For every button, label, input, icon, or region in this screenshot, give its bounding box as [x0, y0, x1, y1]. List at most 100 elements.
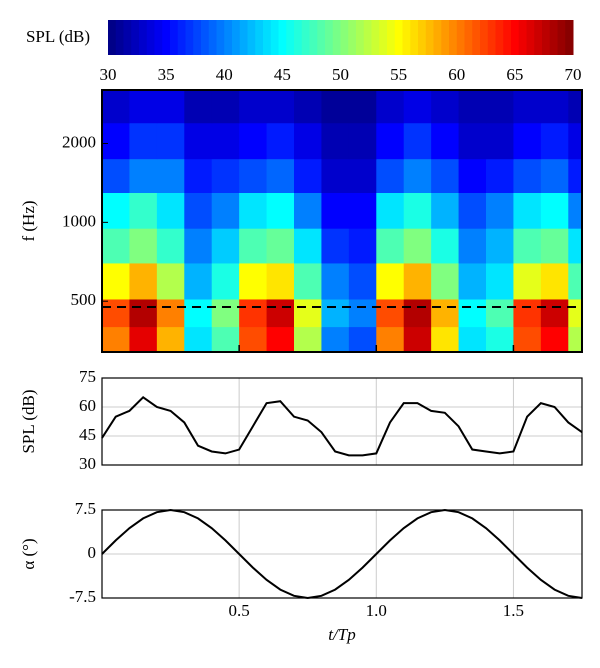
heatmap-cell [431, 326, 460, 352]
heatmap-cell [156, 192, 185, 229]
heatmap-cell [540, 298, 569, 328]
colorbar-swatch [518, 20, 527, 55]
colorbar-swatch [441, 20, 450, 55]
plot-frame [101, 509, 583, 599]
y-tick-label: 30 [79, 454, 96, 473]
colorbar-swatch [332, 20, 341, 55]
heatmap-cell [294, 90, 322, 124]
heatmap-cell [376, 298, 405, 328]
heatmap-cell [568, 298, 582, 328]
heatmap-cell [239, 228, 268, 264]
colorbar-tick-label: 50 [332, 65, 349, 84]
colorbar-swatch [325, 20, 334, 55]
colorbar-swatch [456, 20, 465, 55]
colorbar-tick-label: 35 [158, 65, 175, 84]
heatmap-cell [321, 192, 350, 229]
colorbar-swatch [255, 20, 264, 55]
heatmap-cell [102, 122, 130, 160]
heatmap-cell [266, 262, 295, 300]
colorbar-swatch [348, 20, 357, 55]
heatmap-cell [348, 298, 377, 328]
colorbar-swatch [263, 20, 272, 55]
heatmap-cell [239, 298, 268, 328]
colorbar-swatch [162, 20, 171, 55]
heatmap-cell [266, 90, 295, 124]
colorbar-swatch [549, 20, 558, 55]
heatmap-cell [403, 192, 432, 229]
heatmap-cell [540, 228, 569, 264]
heatmap-cell [239, 158, 268, 193]
heatmap-cell [403, 298, 432, 328]
colorbar-swatch [224, 20, 233, 55]
heatmap-cell [294, 122, 322, 160]
heatmap-cell [129, 262, 158, 300]
heatmap-cell [211, 192, 240, 229]
colorbar-swatch [425, 20, 434, 55]
colorbar-swatch [495, 20, 504, 55]
colorbar-swatch [154, 20, 163, 55]
heatmap-cell [376, 228, 405, 264]
heatmap-cell [239, 326, 268, 352]
heatmap-cell [458, 122, 487, 160]
data-line [101, 508, 583, 600]
heatmap-cell [486, 262, 514, 300]
heatmap-cell [239, 262, 268, 300]
heatmap-cell [211, 298, 240, 328]
heatmap-cell [431, 192, 460, 229]
colorbar-swatch [247, 20, 256, 55]
heatmap-cell [129, 228, 158, 264]
heatmap-cell [321, 158, 350, 193]
heatmap-cell [129, 326, 158, 352]
y-tick-label: 7.5 [75, 499, 96, 518]
heatmap-cell [156, 90, 185, 124]
colorbar-swatch [371, 20, 380, 55]
heatmap-cell [102, 192, 130, 229]
colorbar-tick-label: 30 [100, 65, 117, 84]
heatmap-cell [184, 192, 213, 229]
heatmap-cell [129, 158, 158, 193]
heatmap-cell [294, 158, 322, 193]
colorbar-swatch [402, 20, 411, 55]
heatmap-cell [321, 298, 350, 328]
heatmap-cell [568, 158, 582, 193]
heatmap-cell [540, 326, 569, 352]
heatmap-cell [513, 192, 542, 229]
heatmap-cell [321, 326, 350, 352]
heatmap-cell [431, 298, 460, 328]
heatmap-cell [458, 192, 487, 229]
heatmap-cell [376, 122, 405, 160]
heatmap-cells [102, 90, 582, 352]
colorbar-swatch [379, 20, 388, 55]
heatmap-cell [376, 90, 405, 124]
heatmap-cell [294, 298, 322, 328]
colorbar-swatch [565, 20, 574, 55]
colorbar-swatch [208, 20, 217, 55]
y-tick-label: 0 [88, 543, 97, 562]
heatmap-cell [540, 158, 569, 193]
heatmap-cell [403, 158, 432, 193]
heatmap-cell [403, 228, 432, 264]
heatmap-cell [156, 298, 185, 328]
heatmap-cell [348, 262, 377, 300]
colorbar-swatch [286, 20, 295, 55]
heatmap-cell [540, 262, 569, 300]
heatmap-cell [431, 228, 460, 264]
heatmap-cell [102, 326, 130, 352]
heatmap-cell [102, 90, 130, 124]
heatmap-cell [486, 298, 514, 328]
heatmap-cell [431, 90, 460, 124]
y-axis-label: α (°) [19, 538, 38, 569]
colorbar-tick-label: 45 [274, 65, 291, 84]
colorbar-swatch [387, 20, 396, 55]
heatmap-cell [403, 326, 432, 352]
heatmap-cell [321, 228, 350, 264]
heatmap-cell [348, 228, 377, 264]
heatmap-cell [129, 122, 158, 160]
y-axis-label: SPL (dB) [19, 389, 38, 453]
y-tick-label: 45 [79, 425, 96, 444]
data-line [101, 396, 583, 457]
heatmap-cell [184, 326, 213, 352]
colorbar-swatch [232, 20, 241, 55]
heatmap-cell [266, 228, 295, 264]
colorbar-swatch [449, 20, 458, 55]
